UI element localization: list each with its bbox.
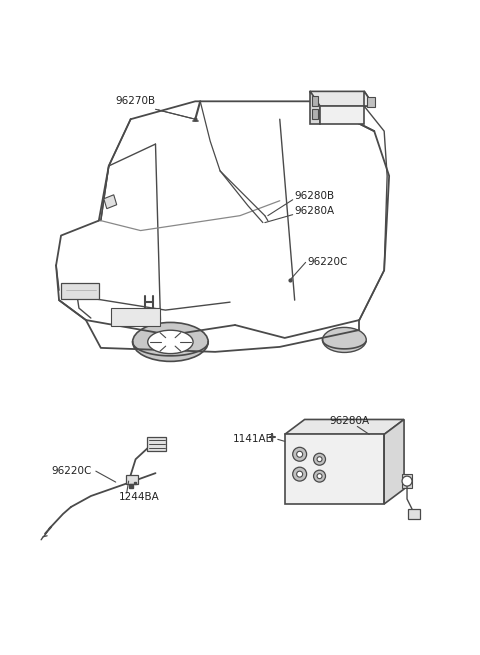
Circle shape (297, 471, 302, 477)
Text: 96270B: 96270B (116, 96, 156, 106)
Bar (312, 109, 318, 119)
Text: 96280B: 96280B (295, 191, 335, 201)
Bar (402, 474, 412, 488)
Bar (126, 475, 138, 484)
Polygon shape (104, 195, 117, 209)
Text: 1244BA: 1244BA (119, 492, 159, 502)
Polygon shape (285, 434, 384, 504)
Text: 96220C: 96220C (51, 466, 92, 476)
Circle shape (293, 467, 307, 481)
Bar (111, 308, 160, 326)
Text: 1141AE: 1141AE (233, 434, 273, 444)
Circle shape (297, 451, 302, 457)
Circle shape (402, 476, 412, 486)
Bar (408, 509, 420, 519)
Circle shape (317, 457, 322, 462)
Ellipse shape (148, 330, 193, 354)
Circle shape (313, 453, 325, 465)
Ellipse shape (323, 328, 366, 352)
Text: 96280A: 96280A (329, 417, 370, 426)
Circle shape (317, 474, 322, 479)
Circle shape (293, 447, 307, 461)
Text: 96280A: 96280A (295, 206, 335, 215)
Bar (146, 438, 167, 451)
Polygon shape (285, 419, 404, 434)
Bar (367, 98, 375, 107)
Bar (61, 283, 99, 299)
Polygon shape (310, 92, 374, 106)
Text: 96220C: 96220C (308, 257, 348, 267)
Polygon shape (310, 92, 320, 124)
Ellipse shape (132, 322, 208, 362)
Bar (312, 96, 318, 106)
Circle shape (313, 470, 325, 482)
Polygon shape (320, 92, 374, 124)
Polygon shape (384, 419, 404, 504)
